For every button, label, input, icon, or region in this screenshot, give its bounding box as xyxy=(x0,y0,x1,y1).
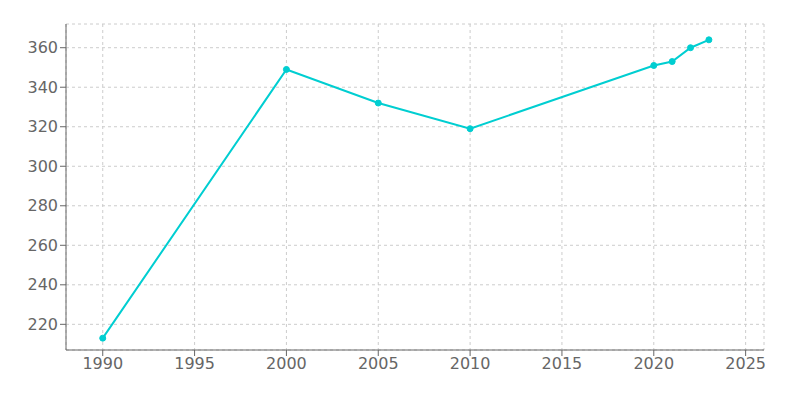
svg-text:240: 240 xyxy=(27,275,58,294)
svg-text:320: 320 xyxy=(27,117,58,136)
svg-text:2010: 2010 xyxy=(450,354,491,373)
svg-text:2000: 2000 xyxy=(266,354,307,373)
svg-text:1995: 1995 xyxy=(174,354,215,373)
svg-text:280: 280 xyxy=(27,196,58,215)
svg-text:300: 300 xyxy=(27,157,58,176)
svg-text:2025: 2025 xyxy=(725,354,766,373)
svg-text:1990: 1990 xyxy=(82,354,123,373)
svg-text:2015: 2015 xyxy=(542,354,583,373)
svg-text:260: 260 xyxy=(27,236,58,255)
svg-text:220: 220 xyxy=(27,315,58,334)
svg-text:340: 340 xyxy=(27,78,58,97)
svg-text:360: 360 xyxy=(27,38,58,57)
svg-text:2005: 2005 xyxy=(358,354,399,373)
svg-text:2020: 2020 xyxy=(633,354,674,373)
